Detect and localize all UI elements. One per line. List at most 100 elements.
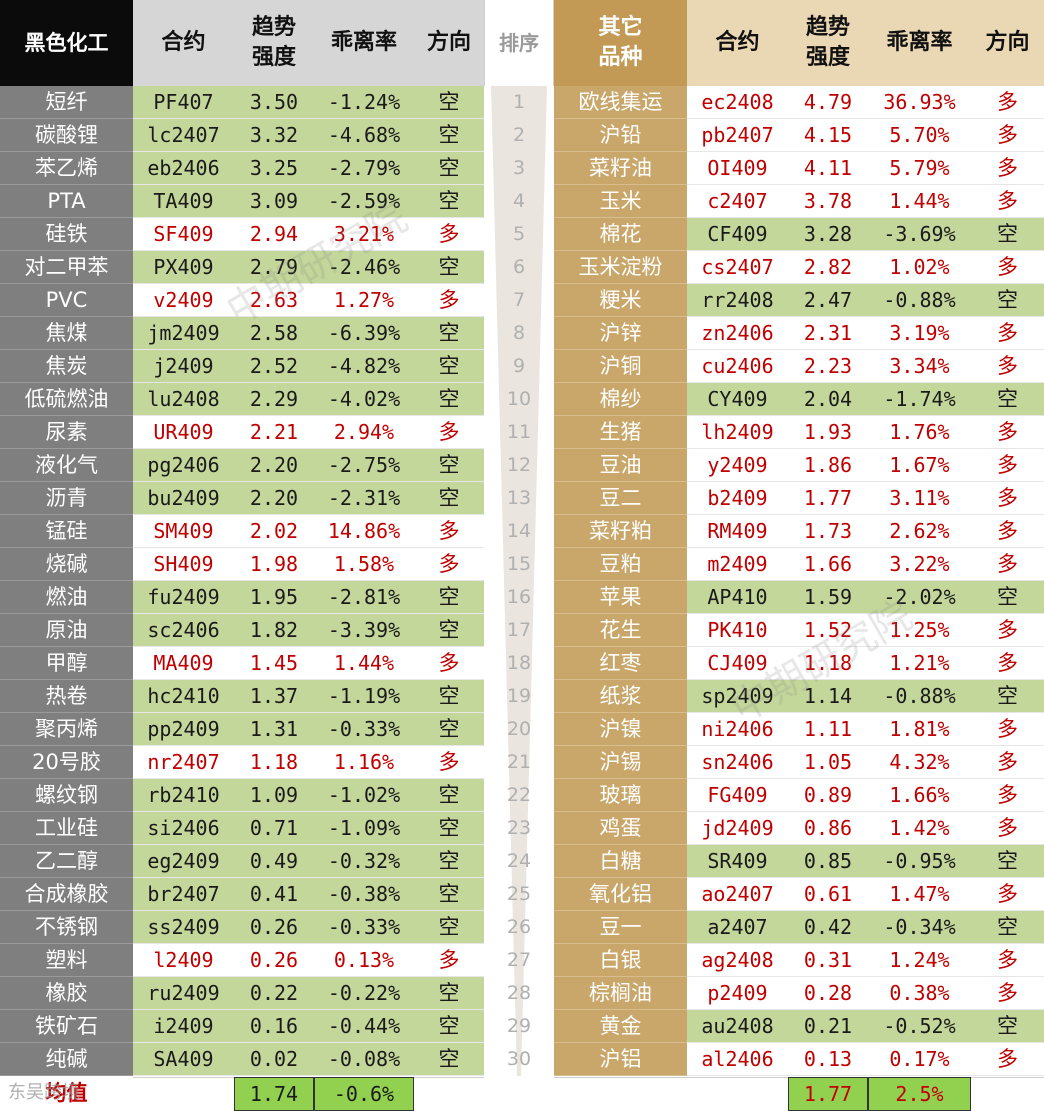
left-contract-cell: rb2410 bbox=[133, 779, 234, 811]
row-divider bbox=[687, 811, 1044, 812]
left-deviation-cell: -4.02% bbox=[314, 383, 414, 415]
left-strength-cell: 2.79 bbox=[234, 251, 314, 283]
row-divider bbox=[133, 217, 484, 218]
right-deviation-header: 乖离率 bbox=[868, 0, 972, 86]
row-divider bbox=[133, 514, 484, 515]
left-direction-cell: 空 bbox=[414, 350, 484, 382]
right-direction-cell: 多 bbox=[971, 647, 1044, 679]
left-deviation-cell: 2.94% bbox=[314, 416, 414, 448]
right-direction-cell: 空 bbox=[971, 218, 1044, 250]
rank-number: 18 bbox=[506, 652, 532, 674]
left-group-title: 黑色化工 bbox=[0, 0, 133, 86]
right-contract-cell: al2406 bbox=[687, 1043, 788, 1075]
left-deviation-cell: -0.32% bbox=[314, 845, 414, 877]
row-divider bbox=[133, 646, 484, 647]
right-direction-cell: 多 bbox=[971, 878, 1044, 910]
table-row: 工业硅 si2406 0.71 -1.09% 空 23 鸡蛋 jd2409 0.86 1.42% 多 bbox=[0, 812, 1044, 845]
contract-header-text: 合约 bbox=[161, 30, 206, 55]
right-product-name: 豆一 bbox=[554, 911, 687, 944]
left-contract-cell: UR409 bbox=[133, 416, 234, 448]
average-label-text: 均值 bbox=[45, 1081, 88, 1105]
left-deviation-cell: -0.33% bbox=[314, 713, 414, 745]
left-strength-average: 1.74 bbox=[234, 1077, 314, 1111]
right-contract-cell: AP410 bbox=[687, 581, 788, 613]
left-product-name: 原油 bbox=[0, 614, 133, 647]
right-direction-cell: 空 bbox=[971, 680, 1044, 712]
left-deviation-cell: -4.68% bbox=[314, 119, 414, 151]
left-contract-cell: ru2409 bbox=[133, 977, 234, 1009]
left-contract-cell: PX409 bbox=[133, 251, 234, 283]
right-deviation-cell: -2.02% bbox=[868, 581, 971, 613]
row-divider bbox=[133, 184, 484, 185]
right-contract-cell: a2407 bbox=[687, 911, 788, 943]
left-contract-cell: eb2406 bbox=[133, 152, 234, 184]
right-product-name: 生猪 bbox=[554, 416, 687, 449]
left-product-name: 20号胶 bbox=[0, 746, 133, 779]
left-deviation-cell: 1.58% bbox=[314, 548, 414, 580]
left-product-name: 硅铁 bbox=[0, 218, 133, 251]
left-contract-cell: ss2409 bbox=[133, 911, 234, 943]
right-deviation-cell: -0.52% bbox=[868, 1010, 971, 1042]
rank-number: 12 bbox=[506, 454, 532, 476]
right-contract-cell: p2409 bbox=[687, 977, 788, 1009]
right-deviation-cell: 3.22% bbox=[868, 548, 971, 580]
right-contract-cell: SR409 bbox=[687, 845, 788, 877]
left-direction-cell: 空 bbox=[414, 251, 484, 283]
right-group-title-line1: 其它 bbox=[598, 15, 643, 40]
right-product-name: 玉米 bbox=[554, 185, 687, 218]
row-divider bbox=[687, 844, 1044, 845]
right-direction-cell: 空 bbox=[971, 581, 1044, 613]
row-divider bbox=[133, 745, 484, 746]
left-deviation-cell: -0.44% bbox=[314, 1010, 414, 1042]
right-product-name: 氧化铝 bbox=[554, 878, 687, 911]
row-divider bbox=[133, 943, 484, 944]
right-strength-cell: 1.86 bbox=[788, 449, 868, 481]
rank-header: 排序 bbox=[484, 0, 554, 86]
table-row: 合成橡胶 br2407 0.41 -0.38% 空 25 氧化铝 ao2407 0.61 1.47… bbox=[0, 878, 1044, 911]
row-divider bbox=[133, 712, 484, 713]
row-divider bbox=[687, 679, 1044, 680]
left-strength-cell: 2.21 bbox=[234, 416, 314, 448]
right-deviation-cell: 0.38% bbox=[868, 977, 971, 1009]
row-divider bbox=[133, 151, 484, 152]
right-contract-cell: cs2407 bbox=[687, 251, 788, 283]
left-contract-cell: TA409 bbox=[133, 185, 234, 217]
rank-number: 4 bbox=[512, 190, 526, 212]
row-divider bbox=[687, 250, 1044, 251]
table-row: 尿素 UR409 2.21 2.94% 多 11 生猪 lh2409 1.93 1.76% 多 bbox=[0, 416, 1044, 449]
left-contract-cell: hc2410 bbox=[133, 680, 234, 712]
left-deviation-cell: -2.59% bbox=[314, 185, 414, 217]
left-deviation-cell: -4.82% bbox=[314, 350, 414, 382]
right-strength-cell: 3.28 bbox=[788, 218, 868, 250]
right-deviation-cell: 1.02% bbox=[868, 251, 971, 283]
left-direction-cell: 多 bbox=[414, 548, 484, 580]
left-deviation-cell: -1.24% bbox=[314, 86, 414, 118]
left-product-name: 苯乙烯 bbox=[0, 152, 133, 185]
left-direction-cell: 空 bbox=[414, 911, 484, 943]
row-divider bbox=[687, 1009, 1044, 1010]
right-product-name: 玻璃 bbox=[554, 779, 687, 812]
right-direction-cell: 多 bbox=[971, 86, 1044, 118]
right-contract-cell: zn2406 bbox=[687, 317, 788, 349]
right-product-name: 豆油 bbox=[554, 449, 687, 482]
row-divider bbox=[687, 514, 1044, 515]
left-strength-cell: 2.02 bbox=[234, 515, 314, 547]
left-direction-cell: 多 bbox=[414, 944, 484, 976]
right-direction-cell: 多 bbox=[971, 152, 1044, 184]
table-row: PVC v2409 2.63 1.27% 多 7 粳米 rr2408 2.47 -0.88% 空 bbox=[0, 284, 1044, 317]
left-direction-cell: 空 bbox=[414, 383, 484, 415]
right-deviation-cell: 4.32% bbox=[868, 746, 971, 778]
rank-number: 27 bbox=[506, 949, 532, 971]
left-strength-cell: 1.45 bbox=[234, 647, 314, 679]
left-strength-cell: 0.49 bbox=[234, 845, 314, 877]
left-direction-cell: 空 bbox=[414, 1010, 484, 1042]
left-deviation-cell: -0.08% bbox=[314, 1043, 414, 1075]
left-product-name: 铁矿石 bbox=[0, 1010, 133, 1043]
right-direction-cell: 空 bbox=[971, 845, 1044, 877]
right-deviation-cell: 36.93% bbox=[868, 86, 971, 118]
left-deviation-cell: -3.39% bbox=[314, 614, 414, 646]
row-divider bbox=[133, 415, 484, 416]
left-strength-cell: 1.37 bbox=[234, 680, 314, 712]
right-contract-cell: lh2409 bbox=[687, 416, 788, 448]
right-product-name: 菜籽油 bbox=[554, 152, 687, 185]
